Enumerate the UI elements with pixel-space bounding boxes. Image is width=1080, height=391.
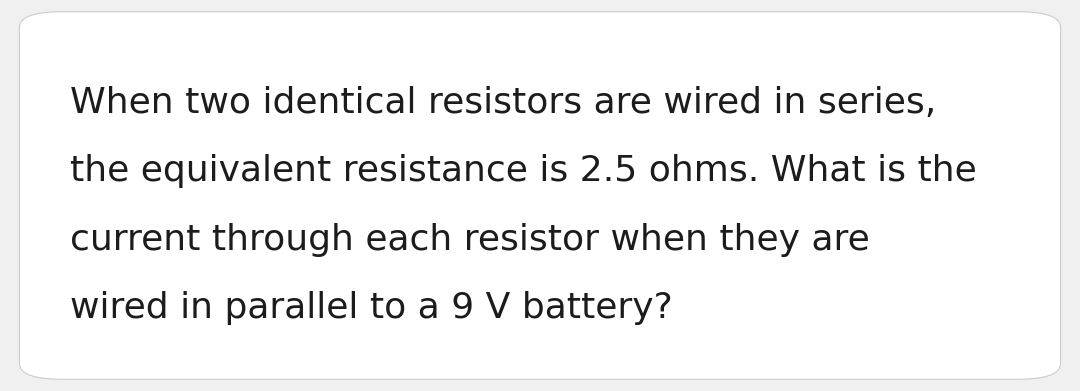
Text: the equivalent resistance is 2.5 ohms. What is the: the equivalent resistance is 2.5 ohms. W… [70,154,977,188]
FancyBboxPatch shape [19,12,1061,379]
Text: wired in parallel to a 9 V battery?: wired in parallel to a 9 V battery? [70,291,673,325]
Text: current through each resistor when they are: current through each resistor when they … [70,223,870,257]
Text: When two identical resistors are wired in series,: When two identical resistors are wired i… [70,86,936,120]
